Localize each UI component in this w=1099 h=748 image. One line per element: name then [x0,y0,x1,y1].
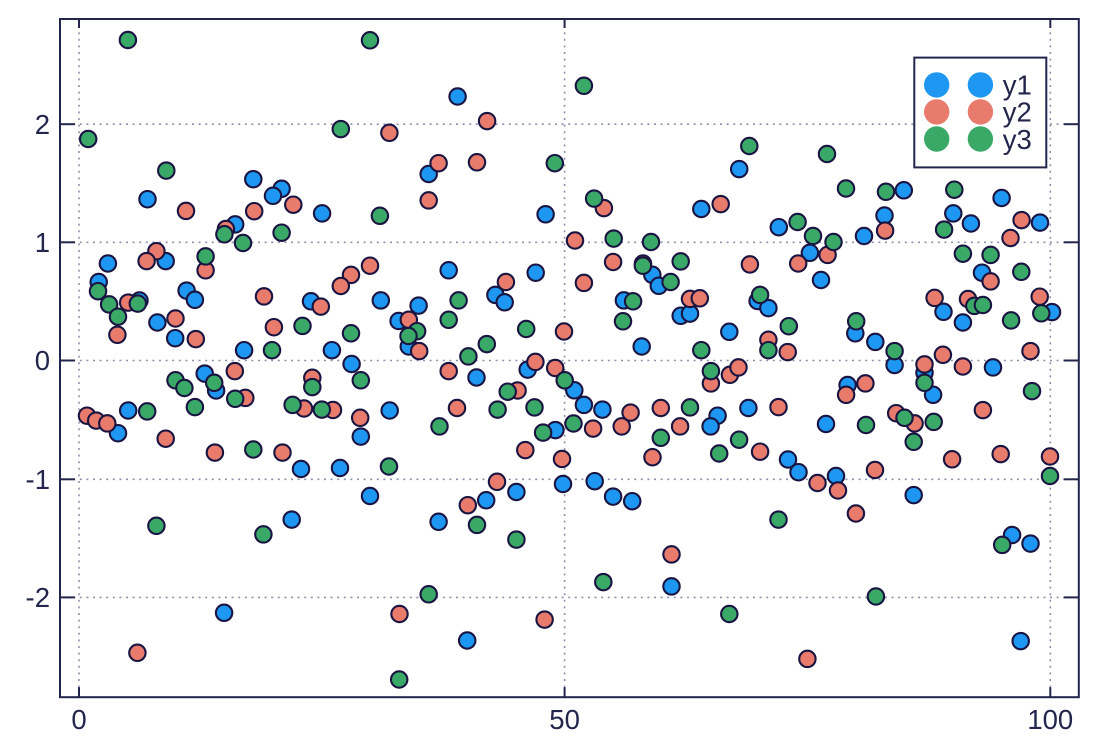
svg-text:0: 0 [35,345,50,376]
svg-text:y1: y1 [1003,70,1032,101]
svg-text:-2: -2 [26,582,50,613]
svg-text:50: 50 [549,704,580,735]
svg-text:y3: y3 [1003,124,1032,155]
svg-text:0: 0 [71,704,86,735]
svg-text:-1: -1 [26,464,50,495]
svg-text:2: 2 [35,109,50,140]
svg-text:1: 1 [35,227,50,258]
svg-text:100: 100 [1027,704,1073,735]
svg-text:y2: y2 [1003,97,1032,128]
